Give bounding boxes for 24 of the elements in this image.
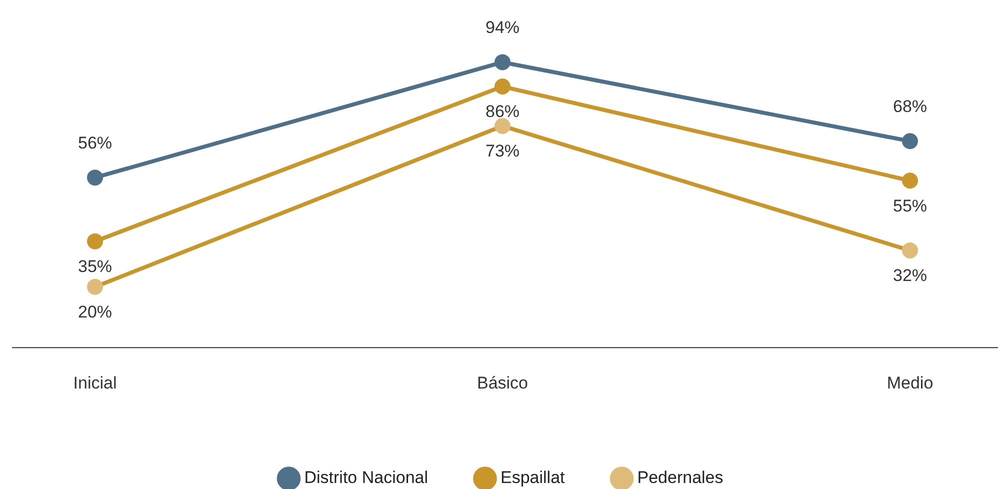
legend-label: Distrito Nacional [304, 468, 428, 488]
point [494, 118, 510, 134]
point [902, 172, 918, 189]
point [494, 78, 510, 95]
x-tick-label: Básico [476, 373, 528, 392]
point [902, 242, 918, 258]
data-label: 32% [892, 266, 928, 286]
data-label: 35% [78, 257, 112, 276]
data-label: 73% [485, 142, 520, 161]
legend-label: Espaillat [500, 468, 566, 488]
point [87, 233, 103, 250]
data-label: 20% [78, 302, 112, 322]
data-label: 86% [485, 102, 520, 122]
legend-label: Pedernales [637, 468, 724, 488]
point [87, 170, 103, 186]
point [902, 133, 918, 150]
data-label: 55% [892, 196, 928, 216]
x-tick-label: Medio [886, 373, 934, 392]
point [494, 54, 510, 70]
data-label: 68% [892, 96, 928, 116]
data-label: 56% [78, 133, 112, 152]
x-tick-label: Inicial [73, 373, 117, 392]
point [87, 278, 103, 295]
data-label: 94% [485, 18, 520, 37]
